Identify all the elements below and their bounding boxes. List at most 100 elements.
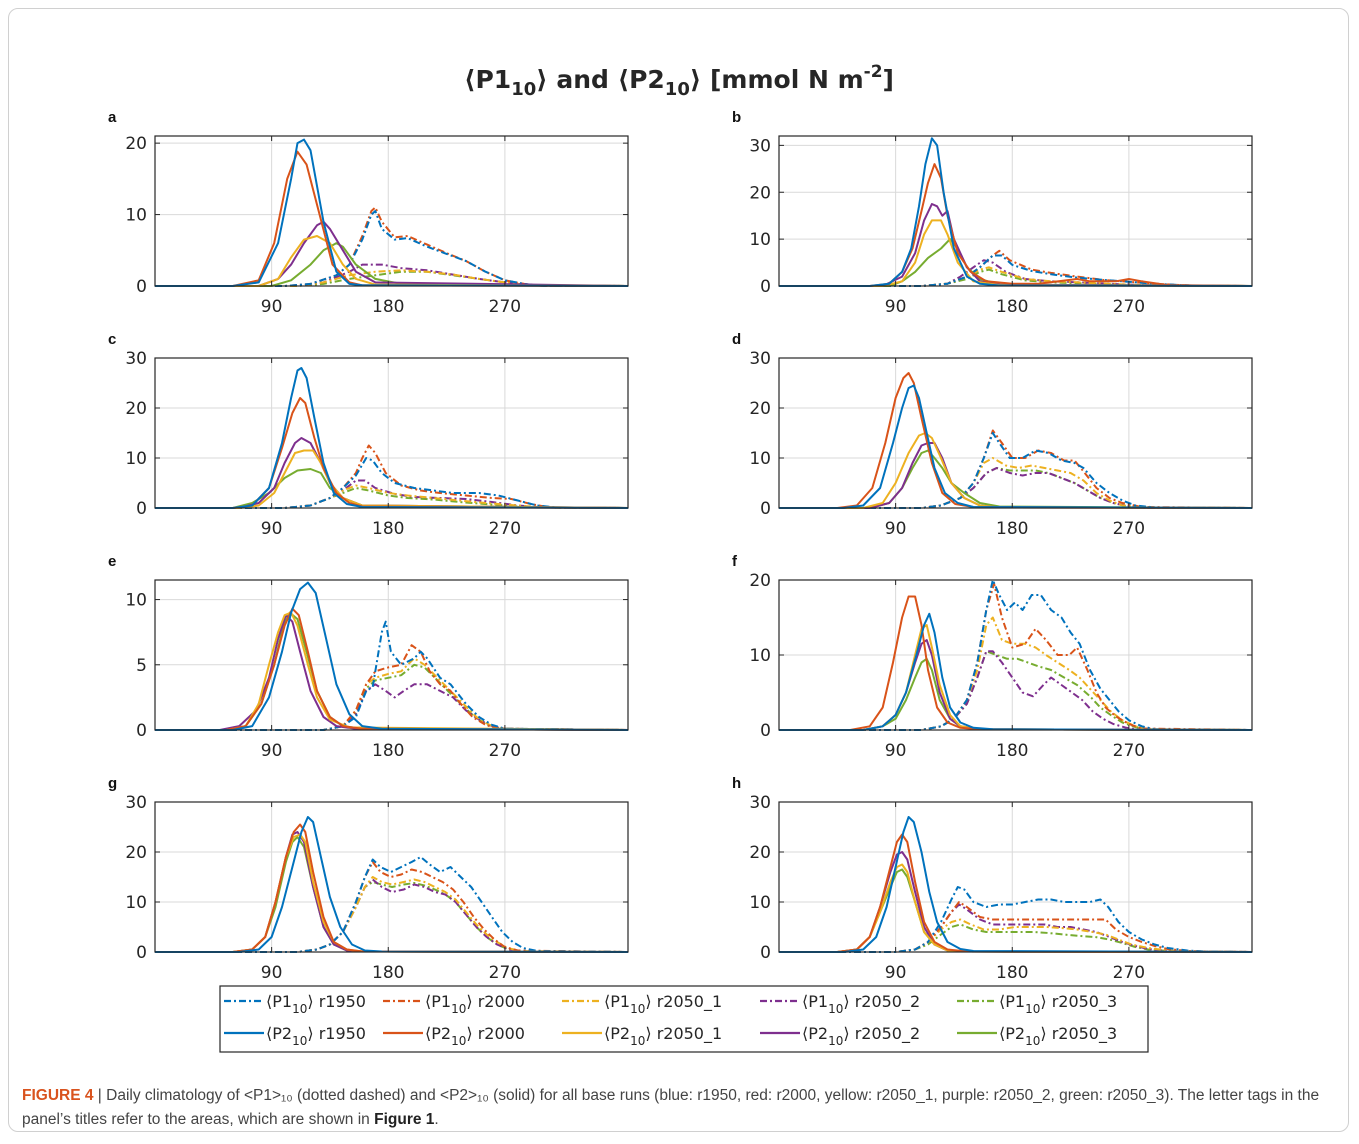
- series-line-p1_r2050_3: [779, 923, 1252, 953]
- x-tick-label: 90: [261, 297, 283, 317]
- caption-text: Daily climatology of <P1>₁₀ (dotted dash…: [22, 1087, 1320, 1128]
- series-line-p1_r1950: [155, 457, 629, 509]
- y-tick-label: 0: [136, 943, 147, 963]
- series-line-p2_r1950: [779, 612, 1253, 731]
- series-line-p2_r2000: [155, 823, 629, 953]
- axes-box: [154, 801, 629, 953]
- y-tick-label: 10: [125, 449, 147, 469]
- x-tick-label: 180: [996, 963, 1028, 983]
- legend-label: ⟨P210⟩ r2000: [425, 1024, 525, 1048]
- series-line-p1_r1950: [779, 432, 1253, 509]
- series-line-p2_r1950: [779, 137, 1253, 287]
- series-line-p1_r2050_2: [155, 683, 629, 731]
- axes-box: [778, 801, 1253, 953]
- legend-label: ⟨P110⟩ r2000: [425, 992, 525, 1016]
- x-tick-label: 270: [489, 297, 521, 317]
- axes-box: [154, 135, 629, 287]
- axes-box: [154, 579, 629, 731]
- series-line-p1_r2050_1: [155, 269, 629, 287]
- series-line-p2_r2050_3: [155, 611, 629, 731]
- panel-b: b 90 180 270 0 10 20 30: [732, 109, 1253, 317]
- y-tick-label: 10: [749, 230, 771, 250]
- series-line-p1_r2050_1: [779, 616, 1253, 731]
- series-line-p1_r1950: [779, 254, 1252, 287]
- figure-title: ⟨P110⟩ and ⟨P210⟩ [mmol N m-2]: [464, 62, 894, 100]
- legend-item-p1_r1950: ⟨P110⟩ r1950: [224, 992, 366, 1016]
- y-tick-label: 30: [125, 793, 147, 813]
- series-line-p1_r1950: [155, 856, 629, 953]
- series-line-p2_r2050_2: [779, 442, 1253, 509]
- series-line-p2_r2050_2: [155, 220, 629, 287]
- series-line-p2_r2050_3: [155, 242, 629, 287]
- series-line-p1_r2050_3: [155, 487, 629, 509]
- legend-item-p2_r2050_1: ⟨P210⟩ r2050_1: [562, 1024, 722, 1048]
- y-tick-label: 0: [760, 277, 771, 297]
- series-line-p2_r2050_2: [155, 437, 629, 509]
- series-line-p2_r2050_3: [155, 468, 629, 509]
- panel-tag-g: g: [108, 775, 117, 792]
- x-tick-label: 270: [489, 741, 521, 761]
- panel-tag-d: d: [732, 331, 741, 348]
- panel-tag-f: f: [732, 553, 738, 570]
- x-tick-label: 90: [885, 963, 907, 983]
- legend-item-p2_r2050_3: ⟨P210⟩ r2050_3: [957, 1024, 1117, 1048]
- y-tick-label: 20: [749, 399, 771, 419]
- legend-label: ⟨P210⟩ r1950: [266, 1024, 366, 1048]
- y-tick-label: 0: [136, 277, 147, 297]
- y-tick-label: 20: [125, 843, 147, 863]
- x-tick-label: 90: [261, 741, 283, 761]
- legend-item-p1_r2050_3: ⟨P110⟩ r2050_3: [957, 992, 1117, 1016]
- series-line-p2_r1950: [155, 367, 629, 509]
- x-tick-label: 90: [885, 297, 907, 317]
- series-line-p2_r2000: [779, 595, 1253, 731]
- y-tick-label: 5: [136, 656, 147, 676]
- x-tick-label: 180: [372, 963, 404, 983]
- series-line-p1_r2050_2: [779, 259, 1253, 287]
- x-tick-label: 90: [261, 963, 283, 983]
- legend-box: [219, 985, 1149, 1053]
- legend: ⟨P110⟩ r1950 ⟨P110⟩ r2000 ⟨P110⟩ r2050_1 ⟨P…: [219, 985, 1149, 1053]
- series-line-p2_r2050_3: [779, 657, 1253, 731]
- series-line-p2_r2000: [155, 607, 629, 731]
- series-line-p1_r1950: [155, 210, 628, 287]
- series-line-p1_r2050_2: [155, 878, 629, 953]
- y-tick-label: 30: [125, 349, 147, 369]
- series-line-p1_r2000: [779, 429, 1253, 509]
- series-line-p2_r1950: [779, 816, 1253, 953]
- y-tick-label: 20: [125, 134, 147, 154]
- series-line-p1_r2050_3: [155, 663, 629, 731]
- legend-item-p2_r2050_2: ⟨P210⟩ r2050_2: [760, 1024, 920, 1048]
- y-tick-label: 0: [760, 943, 771, 963]
- y-tick-label: 10: [749, 893, 771, 913]
- series-line-p2_r2050_1: [155, 611, 629, 731]
- y-tick-label: 30: [749, 349, 771, 369]
- y-tick-label: 30: [749, 136, 771, 156]
- y-tick-label: 10: [125, 591, 147, 611]
- legend-label: ⟨P110⟩ r2050_3: [999, 992, 1117, 1016]
- x-tick-label: 180: [372, 741, 404, 761]
- y-tick-label: 10: [749, 449, 771, 469]
- series-line-p1_r2000: [779, 249, 1252, 287]
- caption-figure-reference[interactable]: Figure 1: [374, 1111, 435, 1128]
- panel-g: g 90 180 270 0 10 20 30: [108, 775, 629, 983]
- series-line-p2_r2050_1: [155, 449, 629, 509]
- legend-item-p2_r1950: ⟨P210⟩ r1950: [224, 1024, 366, 1048]
- series-line-p1_r2000: [779, 901, 1253, 953]
- panel-tag-a: a: [108, 109, 117, 126]
- axes-box: [778, 357, 1253, 509]
- series-line-p2_r2050_1: [779, 624, 1253, 731]
- y-tick-label: 0: [136, 721, 147, 741]
- series-line-p1_r2000: [155, 206, 628, 287]
- y-tick-label: 20: [125, 399, 147, 419]
- series-line-p1_r2050_2: [779, 650, 1252, 731]
- series-line-p1_r1950: [779, 886, 1253, 953]
- legend-label: ⟨P210⟩ r2050_1: [604, 1024, 722, 1048]
- chart-panels: a 90 180 270 0 10 20 b 90 180 270 0 10 20 30 c 90 180 270 0…: [108, 109, 1253, 983]
- panel-h: h 90 180 270 0 10 20 30: [732, 775, 1253, 983]
- series-line-p2_r2050_3: [779, 449, 1253, 509]
- x-tick-label: 270: [1113, 297, 1145, 317]
- legend-label: ⟨P110⟩ r2050_1: [604, 992, 722, 1016]
- x-tick-label: 270: [489, 963, 521, 983]
- y-tick-label: 10: [125, 206, 147, 226]
